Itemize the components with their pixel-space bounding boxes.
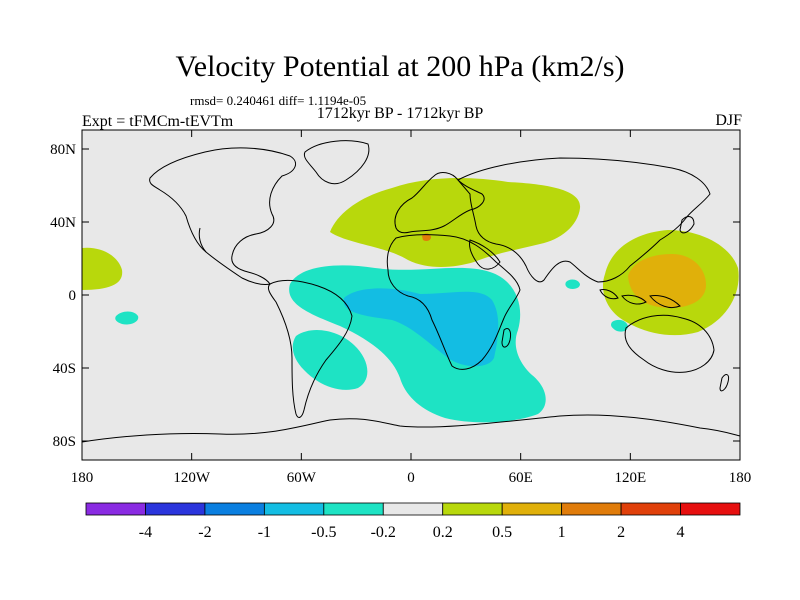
- colorbar-label: 0.2: [433, 524, 453, 541]
- colorbar-swatch: [382, 502, 444, 516]
- colorbar-label: -1: [258, 524, 271, 541]
- negative-region-small-indian: [565, 279, 580, 289]
- lat-tick-label: 40S: [53, 361, 76, 377]
- axis-labels: 180 120W 60W 0 60E 120E 180 80N 40N 0 40S 80S: [50, 142, 751, 486]
- small-positive-spot: [422, 233, 431, 241]
- colorbar-swatch: [442, 502, 503, 516]
- lat-tick-label: 80S: [53, 434, 76, 450]
- colorbar-swatch: [204, 502, 265, 516]
- colorbar-label: 2: [617, 524, 625, 541]
- lat-tick-label: 40N: [50, 215, 76, 231]
- colorbar-swatch: [85, 502, 146, 516]
- colorbar-swatch: [680, 502, 741, 516]
- colorbar-label: -4: [139, 524, 152, 541]
- colorbar-swatch: [561, 502, 622, 516]
- experiment-label: Expt = tFMCm-tEVTm: [82, 113, 234, 130]
- lon-tick-label: 180: [729, 470, 752, 486]
- lon-tick-label: 60W: [287, 470, 317, 486]
- axis-ticks: [81, 130, 741, 460]
- colorbar-label: -0.5: [311, 524, 336, 541]
- negative-region-small-pacific: [115, 311, 139, 325]
- colorbar-swatch: [323, 502, 384, 516]
- map-title: Velocity Potential at 200 hPa (km2/s): [175, 50, 625, 83]
- lon-tick-label: 120W: [173, 470, 211, 486]
- colorbar-label: 1: [558, 524, 566, 541]
- lat-tick-label: 80N: [50, 142, 76, 158]
- lon-tick-label: 0: [407, 470, 415, 486]
- lon-tick-label: 60E: [509, 470, 533, 486]
- colorbar-label: 0.5: [492, 524, 512, 541]
- lon-tick-label: 180: [71, 470, 94, 486]
- stats-label: rmsd= 0.240461 diff= 1.1194e-05: [190, 93, 367, 108]
- colorbar-label: 4: [677, 524, 685, 541]
- colorbar-label: -2: [198, 524, 211, 541]
- strong-positive-region: [628, 254, 706, 308]
- strong-negative-region: [343, 288, 499, 367]
- colorbar-swatch: [501, 502, 563, 516]
- colorbar: -4 -2 -1 -0.5 -0.2 0.2 0.5 1 2 4: [85, 502, 741, 541]
- coastlines: [82, 140, 740, 443]
- season-label: DJF: [715, 112, 742, 129]
- positive-region-eurasia: [330, 178, 581, 267]
- lat-tick-label: 0: [69, 288, 77, 304]
- negative-region-south-america: [292, 330, 368, 390]
- negative-region-small-australia: [611, 319, 628, 332]
- period-subtitle: 1712kyr BP - 1712kyr BP: [316, 105, 484, 122]
- colorbar-swatch: [263, 502, 325, 516]
- colorbar-label: -0.2: [371, 524, 396, 541]
- contour-fields: [82, 140, 740, 443]
- positive-region-pacific-east: [82, 247, 123, 290]
- colorbar-swatch: [145, 502, 206, 516]
- lon-tick-label: 120E: [614, 470, 646, 486]
- colorbar-swatch: [620, 502, 681, 516]
